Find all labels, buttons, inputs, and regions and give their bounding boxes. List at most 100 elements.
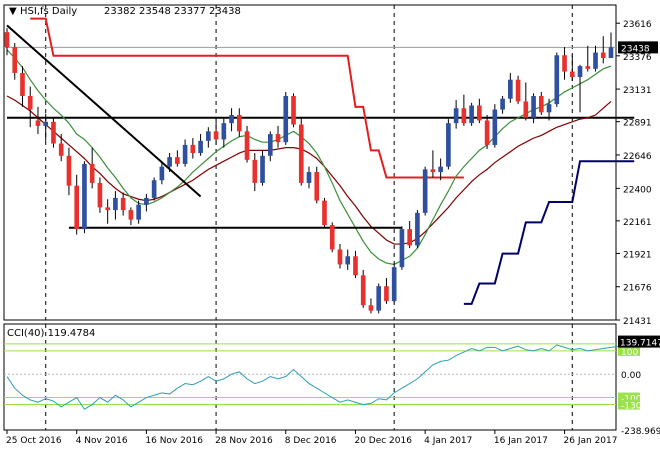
- candle-down: [20, 72, 25, 97]
- candle-up: [415, 212, 420, 246]
- candle-up: [446, 123, 451, 167]
- candle-down: [329, 225, 335, 250]
- candle-up: [136, 204, 141, 220]
- cci-tick-label: 0.00: [621, 371, 641, 381]
- header-ohlc: 23382 23548 23377 23438: [104, 6, 241, 17]
- candle-up: [453, 108, 459, 124]
- candle-up: [376, 286, 382, 311]
- candle-up: [577, 66, 583, 77]
- candle-down: [314, 172, 320, 201]
- candle-down: [407, 229, 412, 246]
- candle-down: [538, 96, 544, 113]
- candle-up: [500, 98, 505, 110]
- candle-up: [43, 121, 49, 126]
- candle-down: [291, 96, 296, 125]
- candle-up: [593, 52, 598, 69]
- candle-down: [430, 169, 436, 173]
- candle-down: [252, 159, 258, 183]
- date-tick-label: 25 Oct 2016: [6, 436, 62, 446]
- date-tick-label: 16 Nov 2016: [145, 436, 203, 446]
- price-tick-label: 22646: [623, 152, 652, 162]
- candle-down: [275, 134, 281, 143]
- candle-up: [144, 197, 149, 205]
- candle-down: [484, 120, 490, 145]
- candle-down: [35, 120, 41, 126]
- candle-up: [508, 79, 513, 99]
- candle-down: [515, 79, 521, 102]
- date-tick-label: 16 Jan 2017: [494, 436, 548, 446]
- cci-last-label: 139.7147: [620, 339, 660, 349]
- candle-up: [438, 166, 443, 173]
- candle-down: [384, 286, 389, 302]
- candle-down: [120, 197, 126, 211]
- candle-down: [89, 163, 95, 183]
- price-tick-label: 22891: [623, 119, 652, 129]
- candle-up: [198, 140, 203, 154]
- candle-up: [546, 104, 552, 113]
- price-tick-label: 23616: [623, 20, 652, 30]
- candle-down: [27, 96, 33, 110]
- candle-up: [159, 166, 165, 181]
- candle-up: [151, 180, 157, 198]
- candle-down: [569, 71, 575, 77]
- candle-up: [531, 96, 536, 118]
- moving-average-slow: [6, 95, 612, 245]
- price-tick-label: 22161: [623, 218, 652, 228]
- cci-level-box: [618, 399, 640, 410]
- candle-down: [600, 52, 606, 58]
- candle-down: [298, 124, 304, 183]
- cci-level-box: [618, 392, 640, 403]
- last-price-box: [618, 41, 658, 54]
- candle-up: [229, 115, 234, 124]
- candle-down: [368, 305, 374, 311]
- header-triangle: ▼: [9, 6, 17, 17]
- main-panel-frame: [3, 4, 617, 321]
- cci-tick-label: -130: [621, 402, 642, 412]
- trailing-stop-lower: [463, 160, 635, 305]
- price-tick-label: 21676: [623, 284, 652, 294]
- trailing-stop-upper: [30, 17, 464, 179]
- price-tick-label: 21431: [623, 317, 652, 327]
- header-symbol: HSI,fs Daily: [20, 6, 77, 17]
- candle-down: [353, 256, 358, 276]
- cci-label: CCI(40) 119.4784: [7, 328, 95, 339]
- candle-up: [206, 131, 211, 141]
- cci-panel-frame: [3, 323, 617, 431]
- candle-up: [260, 155, 265, 183]
- candle-down: [97, 182, 103, 208]
- candle-down: [74, 185, 80, 230]
- cci-tick-label: -238.969: [621, 427, 660, 437]
- candle-down: [461, 108, 467, 124]
- candle-down: [4, 32, 10, 48]
- candle-up: [283, 96, 289, 143]
- candle-down: [236, 115, 242, 132]
- candle-down: [51, 121, 56, 144]
- candle-up: [469, 105, 474, 124]
- candle-down: [128, 210, 134, 220]
- candle-up: [267, 134, 273, 156]
- cci-line: [6, 344, 619, 410]
- candle-up: [306, 172, 312, 183]
- candle-down: [66, 155, 72, 186]
- cci-tick-label: -100: [621, 395, 642, 405]
- candle-down: [105, 207, 110, 211]
- candle-down: [360, 275, 366, 306]
- moving-average-fast: [6, 49, 612, 266]
- candle-down: [585, 66, 591, 69]
- candle-down: [12, 47, 18, 73]
- candle-down: [244, 131, 250, 160]
- candle-up: [399, 229, 405, 268]
- cci-tick-label: 100: [621, 348, 638, 358]
- date-tick-label: 4 Jan 2017: [424, 436, 472, 446]
- candle-up: [422, 169, 428, 213]
- candle-up: [167, 157, 172, 167]
- candle-down: [477, 105, 482, 121]
- price-tick-label: 23376: [623, 53, 652, 63]
- date-tick-label: 20 Dec 2016: [354, 436, 412, 446]
- candle-down: [213, 131, 219, 140]
- downtrend-line: [6, 24, 202, 198]
- candle-down: [175, 157, 180, 164]
- candle-up: [82, 163, 87, 230]
- date-tick-label: 28 Nov 2016: [215, 436, 273, 446]
